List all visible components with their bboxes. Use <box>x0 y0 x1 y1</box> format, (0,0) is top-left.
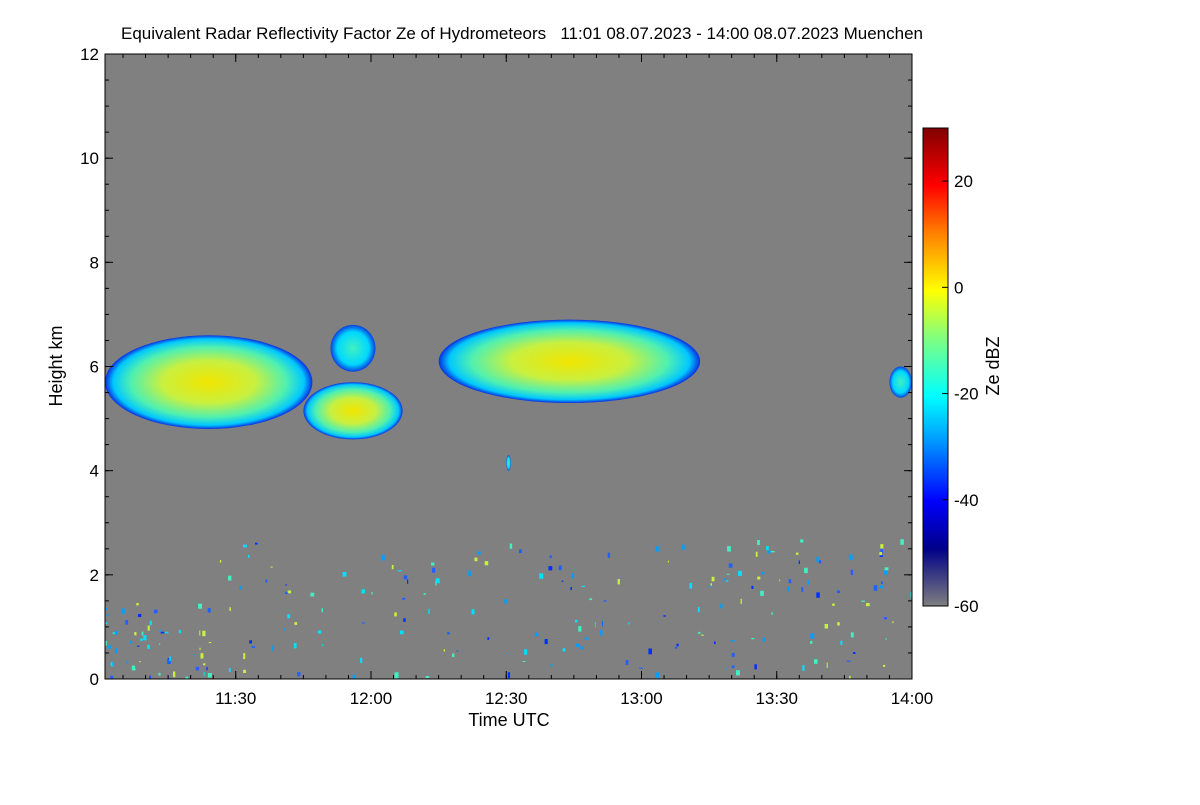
y-tick-label: 0 <box>90 670 99 689</box>
x-tick-label: 11:30 <box>215 689 256 708</box>
echo-layer <box>105 319 912 679</box>
x-tick-label: 14:00 <box>891 689 934 708</box>
colorbar-tick-label: -60 <box>954 597 979 616</box>
echo-region-2 <box>303 382 403 440</box>
y-axis-label: Height km <box>46 325 66 406</box>
echo-region-4 <box>438 319 701 403</box>
colorbar-ticks: 20 0 -20 -40 -60 <box>942 172 979 616</box>
colorbar-tick-label: -40 <box>954 491 979 510</box>
y-tick-label: 6 <box>90 358 99 377</box>
echo-region-6 <box>889 366 912 398</box>
y-tick-label: 2 <box>90 566 99 585</box>
colorbar <box>922 127 949 607</box>
colorbar-tick-label: 20 <box>954 172 973 191</box>
y-tick-label: 12 <box>80 45 99 64</box>
y-axis: 0 2 4 6 8 10 12 <box>80 45 912 689</box>
y-tick-label: 8 <box>90 253 99 272</box>
echo-region-3 <box>330 324 376 372</box>
colorbar-tick-label: -20 <box>954 385 979 404</box>
x-tick-label: 13:30 <box>755 689 798 708</box>
echo-region-5 <box>506 455 511 471</box>
x-tick-label: 12:00 <box>350 689 393 708</box>
x-axis-label: Time UTC <box>468 710 549 730</box>
echo-region-clutter <box>105 539 912 679</box>
y-tick-label: 4 <box>90 462 99 481</box>
colorbar-tick-label: 0 <box>954 278 963 297</box>
x-tick-label: 12:30 <box>485 689 528 708</box>
colorbar-label: Ze dBZ <box>983 336 1003 395</box>
y-tick-label: 10 <box>80 149 99 168</box>
echo-region-1 <box>105 335 313 429</box>
x-tick-label: 13:00 <box>620 689 663 708</box>
x-axis: 11:30 12:00 12:30 13:00 13:30 14:00 <box>122 54 934 708</box>
chart-title: Equivalent Radar Reflectivity Factor Ze … <box>121 24 923 43</box>
